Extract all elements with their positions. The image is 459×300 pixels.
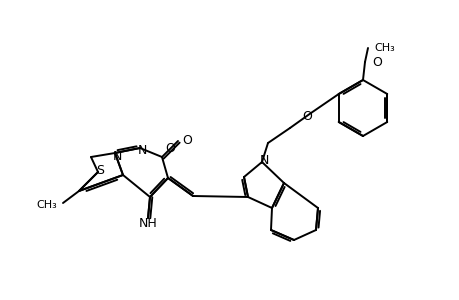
Text: O: O bbox=[371, 56, 381, 68]
Text: N: N bbox=[112, 149, 122, 163]
Text: S: S bbox=[96, 164, 104, 176]
Text: O: O bbox=[182, 134, 191, 148]
Text: NH: NH bbox=[138, 218, 157, 230]
Text: N: N bbox=[137, 143, 146, 157]
Text: CH₃: CH₃ bbox=[36, 200, 57, 210]
Text: O: O bbox=[302, 110, 311, 122]
Text: N: N bbox=[259, 154, 268, 167]
Text: CH₃: CH₃ bbox=[373, 43, 394, 53]
Text: O: O bbox=[165, 142, 174, 154]
